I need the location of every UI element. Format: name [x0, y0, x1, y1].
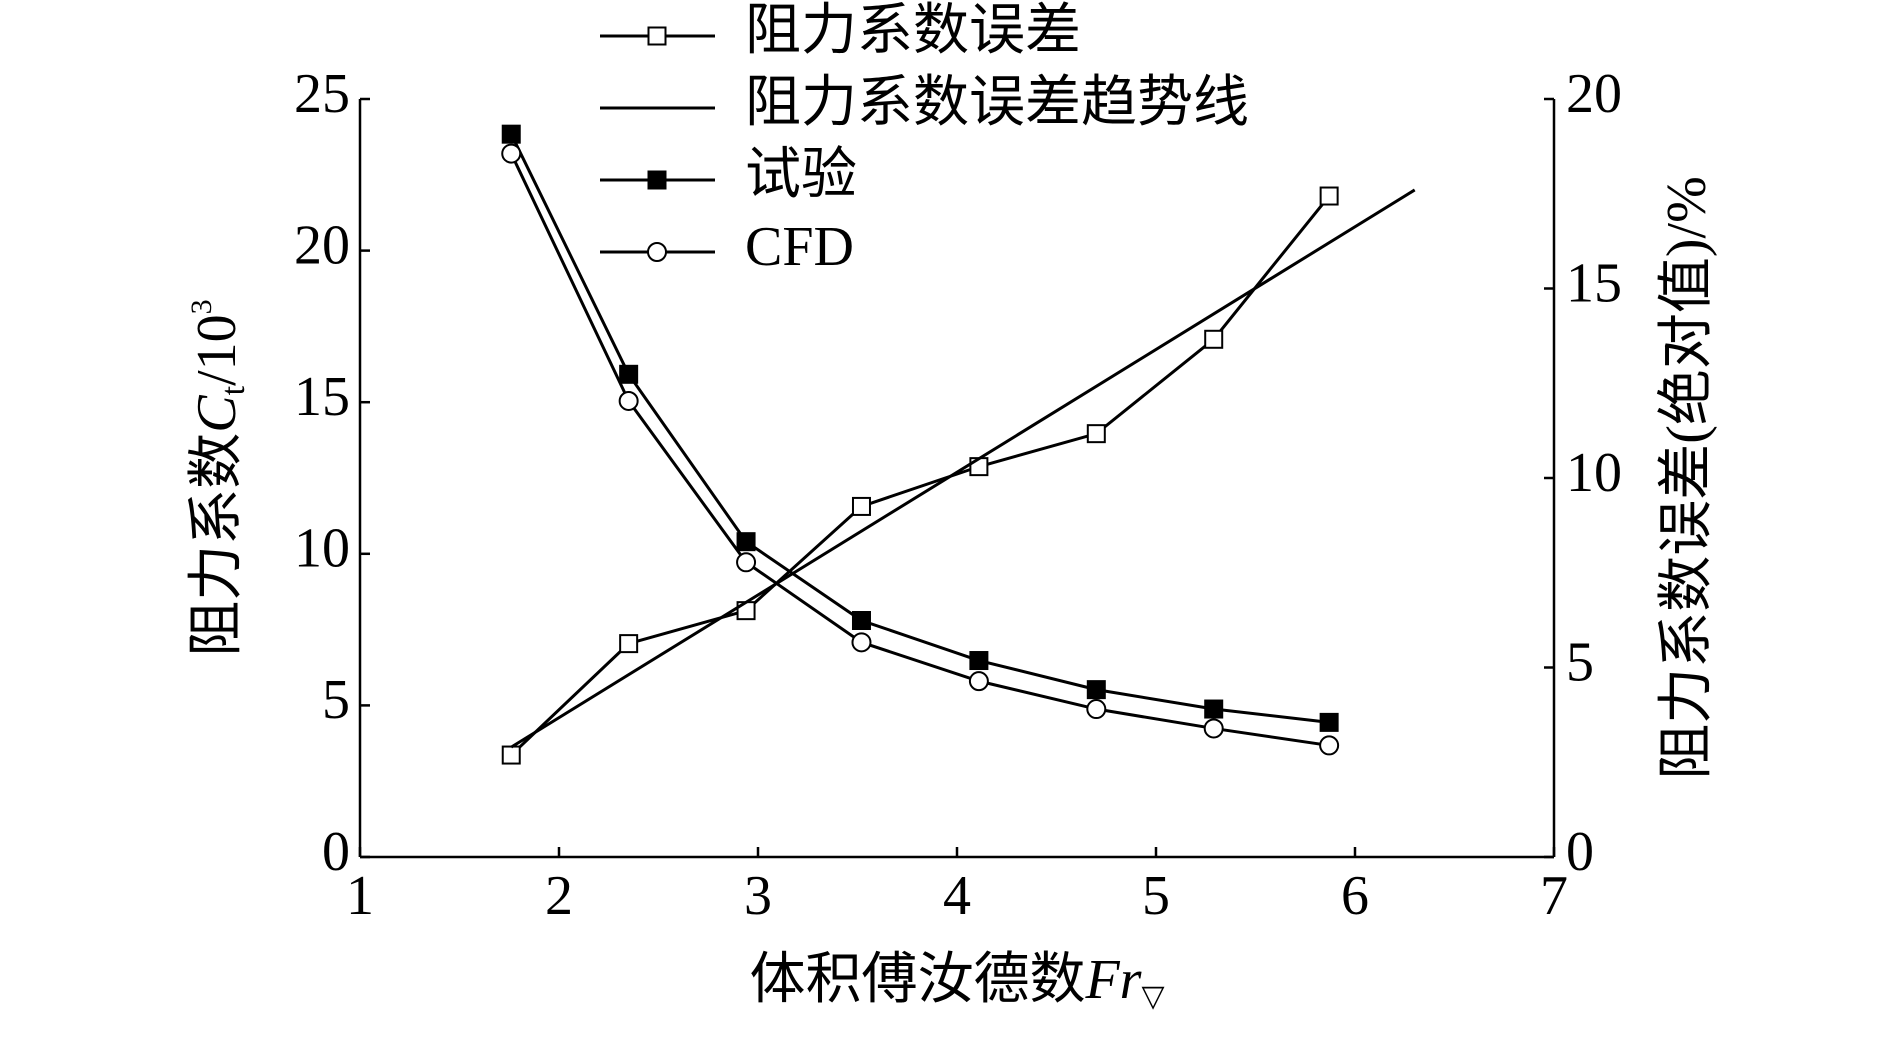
marker	[501, 143, 522, 164]
y-label-text: 阻力系数	[186, 433, 248, 657]
marker	[1204, 329, 1224, 349]
x-axis-label: 体积傅汝德数Fr▽	[749, 949, 1164, 1013]
marker	[1086, 424, 1106, 444]
legend-label: 试验	[745, 144, 857, 206]
marker	[851, 496, 871, 516]
legend-marker	[647, 170, 667, 190]
y-label-exponent: 3	[185, 299, 218, 314]
marker	[1086, 680, 1106, 700]
y-label-subscript: t	[215, 385, 252, 395]
marker	[619, 364, 639, 384]
marker	[851, 632, 872, 653]
y-tick-label: 15	[294, 366, 350, 428]
marker	[1203, 718, 1224, 739]
y-axis-label: 阻力系数Ct/103	[185, 299, 252, 656]
marker	[618, 390, 639, 411]
series-line	[510, 188, 1416, 749]
x-label-text: 体积傅汝德数	[749, 949, 1085, 1011]
marker	[619, 634, 639, 654]
marker	[501, 124, 521, 144]
x-tick-label: 5	[1142, 865, 1170, 927]
marker	[736, 552, 757, 573]
legend-label: 阻力系数误差	[745, 0, 1081, 62]
marker	[1086, 699, 1107, 720]
y-tick-label: 0	[322, 821, 350, 883]
x-label-symbol: Fr	[1084, 949, 1141, 1011]
y2-tick-label: 15	[1566, 252, 1622, 314]
y2-tick-label: 0	[1566, 821, 1594, 883]
y-label-unit: /10	[186, 314, 248, 386]
marker	[969, 651, 989, 671]
legend-marker	[647, 242, 667, 262]
y-label-symbol: C	[186, 395, 248, 433]
series-line	[510, 195, 1331, 757]
legend-label: CFD	[745, 216, 854, 278]
series-line	[509, 133, 1330, 724]
y2-tick-label: 20	[1566, 63, 1622, 125]
marker	[1319, 186, 1339, 206]
x-tick-label: 1	[346, 865, 374, 927]
marker	[851, 611, 871, 631]
y-tick-label: 5	[322, 669, 350, 731]
x-tick-label: 4	[943, 865, 971, 927]
y2-tick-label: 5	[1566, 631, 1594, 693]
marker	[1319, 735, 1340, 756]
marker	[501, 745, 521, 765]
y2-tick-label: 10	[1566, 442, 1622, 504]
y-tick-label: 25	[294, 63, 350, 125]
x-label-subscript: ▽	[1141, 980, 1164, 1013]
x-tick-label: 6	[1341, 865, 1369, 927]
y2-axis-label: 阻力系数误差(绝对值)/%	[1656, 176, 1718, 780]
x-tick-label: 3	[744, 865, 772, 927]
x-tick-label: 7	[1540, 865, 1568, 927]
marker	[1204, 699, 1224, 719]
x-tick-label: 2	[545, 865, 573, 927]
y-tick-label: 10	[294, 518, 350, 580]
y-tick-label: 20	[294, 214, 350, 276]
marker	[1319, 712, 1339, 732]
legend-label: 阻力系数误差趋势线	[745, 72, 1249, 134]
series-line	[509, 152, 1330, 747]
legend-marker	[647, 26, 667, 46]
marker	[736, 532, 756, 552]
marker	[968, 671, 989, 692]
